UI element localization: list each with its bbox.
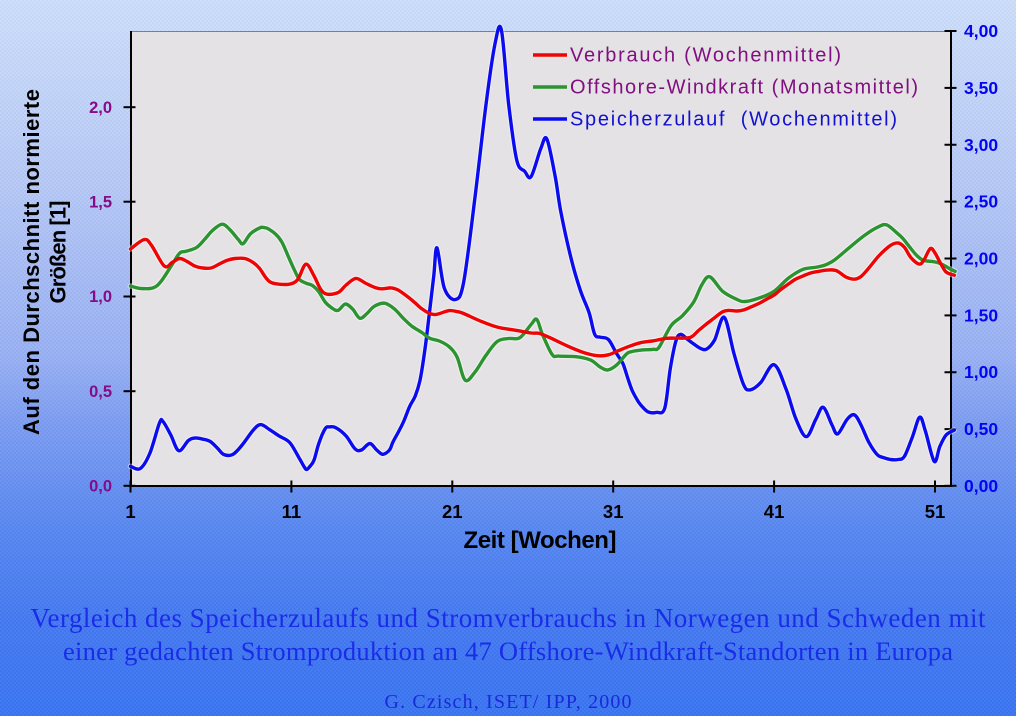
svg-text:Auf den Durchschnitt normierte: Auf den Durchschnitt normierte — [19, 89, 44, 435]
svg-text:einer gedachten Stromproduktio: einer gedachten Stromproduktion an 47 Of… — [63, 636, 953, 666]
svg-text:51: 51 — [925, 501, 946, 522]
svg-text:1,0: 1,0 — [89, 288, 112, 306]
svg-text:1,5: 1,5 — [89, 193, 112, 211]
svg-text:2,00: 2,00 — [964, 249, 998, 269]
svg-text:Offshore-Windkraft (Monatsmitt: Offshore-Windkraft (Monatsmittel) — [570, 77, 918, 99]
svg-text:31: 31 — [603, 501, 624, 522]
svg-text:11: 11 — [282, 501, 302, 522]
svg-text:41: 41 — [764, 501, 785, 522]
svg-text:0,5: 0,5 — [89, 383, 112, 401]
svg-text:4,00: 4,00 — [964, 21, 998, 41]
svg-text:Größen [1]: Größen [1] — [46, 201, 71, 304]
svg-text:Vergleich des Speicherzulaufs: Vergleich des Speicherzulaufs und Stromv… — [31, 603, 986, 633]
svg-text:3,00: 3,00 — [964, 135, 998, 155]
svg-text:2,50: 2,50 — [964, 192, 998, 212]
svg-text:Verbrauch (Wochenmittel): Verbrauch (Wochenmittel) — [570, 45, 841, 67]
svg-text:0,50: 0,50 — [964, 419, 998, 439]
svg-text:G. Czisch, ISET/ IPP, 2000: G. Czisch, ISET/ IPP, 2000 — [385, 691, 632, 713]
svg-text:3,50: 3,50 — [964, 78, 998, 98]
svg-text:1: 1 — [125, 501, 135, 522]
svg-text:2,0: 2,0 — [89, 99, 112, 117]
svg-text:0,00: 0,00 — [964, 476, 998, 496]
svg-text:Speicherzulauf (Wochenmittel): Speicherzulauf (Wochenmittel) — [570, 109, 897, 131]
svg-text:1,00: 1,00 — [964, 362, 998, 382]
svg-text:21: 21 — [442, 501, 463, 522]
svg-text:1,50: 1,50 — [964, 305, 998, 325]
svg-text:Zeit [Wochen]: Zeit [Wochen] — [464, 527, 617, 554]
svg-text:0,0: 0,0 — [89, 478, 112, 496]
